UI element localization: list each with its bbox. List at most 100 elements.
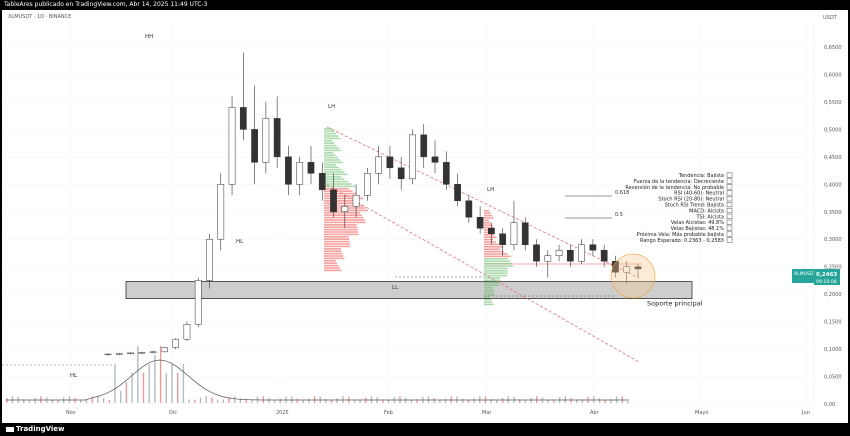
candles[interactable] (104, 52, 642, 356)
volume-bar (268, 398, 270, 403)
volume-bar (359, 399, 361, 403)
volume-profile-bar (324, 243, 350, 245)
time-axis[interactable]: Nov Dic 2025 Feb Mar Abr Mayo Jun (66, 410, 810, 416)
volume-profile-bar (324, 212, 360, 214)
candle-body[interactable] (228, 107, 236, 185)
candle-body[interactable] (476, 217, 484, 229)
volume-bar (467, 399, 470, 403)
volume-profile-bar (324, 264, 339, 267)
volume-bar (507, 396, 509, 403)
volume-profile-bar (324, 224, 357, 226)
candle-body[interactable] (634, 266, 642, 270)
candle-body[interactable] (239, 107, 247, 130)
candle-body[interactable] (364, 173, 371, 196)
chart-panel[interactable]: XLMUSDT · 1D · BINANCE USDT 0,6500 0,6000… (2, 10, 848, 423)
candle-body[interactable] (612, 260, 619, 273)
volume-profile-bar (484, 210, 490, 212)
candle-body[interactable] (115, 353, 123, 355)
candle-body[interactable] (578, 244, 585, 262)
tradingview-footer: TradingView (0, 423, 850, 436)
candle-body[interactable] (194, 280, 202, 325)
candle-body[interactable] (544, 255, 552, 262)
candle-body[interactable] (104, 353, 112, 356)
volume-bar (131, 373, 133, 403)
tradingview-logo[interactable]: TradingView (6, 425, 65, 433)
candle-body[interactable] (206, 238, 213, 281)
volume-profile-bar (324, 147, 339, 149)
pivot-ll: LL (392, 285, 399, 291)
candle-body[interactable] (262, 118, 270, 163)
candle-body[interactable] (375, 156, 382, 174)
candle-body[interactable] (307, 162, 315, 174)
candle-body[interactable] (589, 244, 597, 251)
candle-body[interactable] (161, 347, 168, 353)
candle-body[interactable] (386, 156, 394, 169)
candle-body[interactable] (352, 195, 360, 207)
candle-body[interactable] (431, 156, 439, 163)
y-tick-label: 0,4500 (824, 155, 842, 161)
plot-background (2, 10, 848, 423)
volume-bar (159, 346, 162, 403)
candle-body[interactable] (600, 249, 608, 262)
volume-profile-bar (324, 200, 357, 202)
candle-body[interactable] (499, 233, 507, 245)
candle-body[interactable] (330, 189, 337, 213)
candle-body[interactable] (623, 266, 631, 273)
candle-body[interactable] (566, 249, 574, 262)
volume-bar (302, 399, 304, 403)
candle-body[interactable] (251, 129, 258, 163)
volume-bar (228, 397, 230, 403)
volume-bar (353, 399, 356, 403)
y-tick-label: 0,2500 (824, 265, 842, 271)
tradingview-logo-icon (6, 426, 14, 432)
volume-bar (405, 397, 407, 403)
price-axis[interactable]: 0,6500 0,6000 0,5500 0,5000 0,4500 0,4000 0,35… (824, 45, 842, 408)
candle-body[interactable] (420, 134, 428, 158)
candle-body[interactable] (285, 156, 292, 185)
volume-bar (177, 373, 179, 403)
candle-body[interactable] (138, 352, 146, 354)
candle-body[interactable] (172, 338, 180, 348)
channel-upper-line (326, 126, 640, 279)
candle-body[interactable] (510, 222, 518, 245)
volume-profile-bar (484, 286, 494, 289)
support-zone[interactable] (125, 281, 693, 299)
volume-profile-bar (484, 217, 494, 219)
volume-bar (336, 397, 338, 403)
chart-canvas[interactable]: XLMUSDT · 1D · BINANCE USDT 0,6500 0,6000… (2, 10, 848, 423)
sentiment-line: Velas Bajistas: 48.1% (671, 226, 725, 232)
candle-body[interactable] (488, 227, 495, 234)
volume-bar (102, 398, 105, 403)
volume-bar (188, 399, 190, 403)
candle-body[interactable] (273, 118, 281, 158)
candle-body[interactable] (318, 173, 326, 191)
candle-body[interactable] (465, 200, 473, 218)
volume-profile-bar (324, 214, 362, 216)
volume-bar (154, 355, 156, 403)
candle-body[interactable] (442, 162, 450, 185)
volume-profile-bar (324, 226, 358, 228)
price-tag-symbol: XLMUSDT (794, 271, 816, 277)
volume-profile-bar (484, 289, 494, 291)
candle-body[interactable] (409, 134, 416, 180)
candle-body[interactable] (149, 351, 157, 353)
candle-body[interactable] (341, 206, 349, 213)
candle-body[interactable] (454, 184, 461, 202)
candle-body[interactable] (397, 167, 405, 180)
volume-bar (501, 397, 504, 403)
volume-profile-bar (484, 229, 490, 231)
volume-profile-bar (324, 255, 344, 257)
candle-body[interactable] (521, 222, 529, 245)
volume-profile-bar (324, 197, 364, 200)
candle-body[interactable] (533, 244, 540, 262)
volume-profile-bar (484, 291, 495, 294)
candle-body[interactable] (555, 249, 563, 256)
candle-body[interactable] (296, 162, 304, 185)
volume-profile-bar (324, 183, 352, 185)
candle-body[interactable] (183, 324, 191, 340)
candle-body[interactable] (217, 184, 225, 240)
volume-bar (68, 396, 71, 403)
volume-profile-bar (484, 277, 501, 279)
candle-body[interactable] (127, 352, 134, 354)
